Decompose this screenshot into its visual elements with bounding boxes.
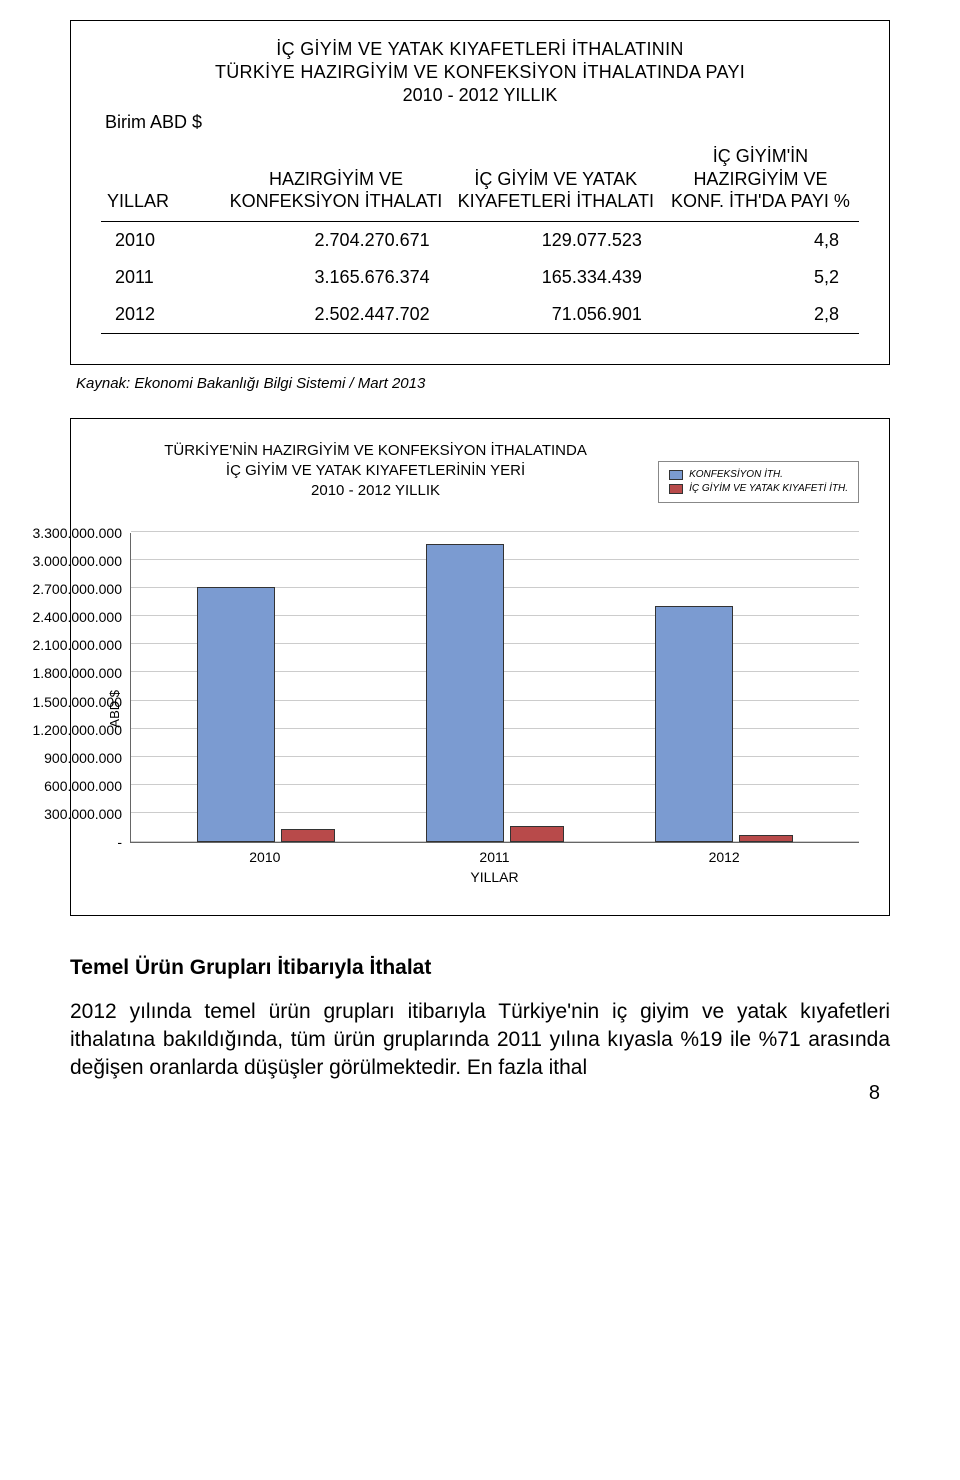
y-tick-label: 1.800.000.000 (32, 666, 122, 680)
table-unit-label: Birim ABD $ (105, 112, 859, 133)
col-header-icgiyim: İÇ GİYİM VE YATAK KIYAFETLERİ İTHALATI (450, 137, 662, 221)
data-table: YILLAR HAZIRGİYİM VE KONFEKSİYON İTHALAT… (101, 137, 859, 334)
cell-val: 71.056.901 (450, 296, 662, 334)
x-axis-label: YILLAR (130, 869, 859, 885)
cell-val: 3.165.676.374 (222, 259, 449, 296)
col-header-pay: İÇ GİYİM'İN HAZIRGİYİM VE KONF. İTH'DA P… (662, 137, 859, 221)
legend-swatch (669, 470, 683, 480)
y-tick-label: 600.000.000 (44, 779, 122, 793)
bar (510, 826, 564, 842)
cell-val: 129.077.523 (450, 221, 662, 259)
y-tick-label: 300.000.000 (44, 807, 122, 821)
table-source: Kaynak: Ekonomi Bakanlığı Bilgi Sistemi … (76, 375, 890, 392)
cell-val: 2.502.447.702 (222, 296, 449, 334)
page-number: 8 (869, 1082, 880, 1105)
legend-swatch (669, 484, 683, 494)
y-tick-label: - (117, 835, 122, 849)
bar-group (655, 606, 793, 841)
bar (281, 829, 335, 841)
bar (739, 835, 793, 842)
x-axis-ticks: 2010 2011 2012 (130, 843, 859, 865)
cell-year: 2012 (101, 296, 222, 334)
col-header-konf: HAZIRGİYİM VE KONFEKSİYON İTHALATI (222, 137, 449, 221)
cell-pct: 5,2 (662, 259, 859, 296)
cell-pct: 4,8 (662, 221, 859, 259)
y-axis-ticks: 3.300.000.0003.000.000.0002.700.000.0002… (122, 533, 130, 843)
x-tick-label: 2010 (195, 849, 335, 865)
y-tick-label: 2.400.000.000 (32, 610, 122, 624)
bar (426, 544, 504, 841)
table-row: 2010 2.704.270.671 129.077.523 4,8 (101, 221, 859, 259)
y-tick-label: 3.300.000.000 (32, 526, 122, 540)
y-tick-label: 900.000.000 (44, 751, 122, 765)
section-title: Temel Ürün Grupları İtibarıyla İthalat (70, 956, 890, 980)
section-paragraph: 2012 yılında temel ürün grupları itibarı… (70, 998, 890, 1083)
bar (655, 606, 733, 841)
cell-year: 2010 (101, 221, 222, 259)
y-tick-label: 1.500.000.000 (32, 695, 122, 709)
y-tick-label: 3.000.000.000 (32, 554, 122, 568)
cell-pct: 2,8 (662, 296, 859, 334)
legend-item: KONFEKSİYON İTH. (669, 468, 848, 482)
legend-label: İÇ GİYİM VE YATAK KIYAFETİ İTH. (689, 482, 848, 496)
y-tick-label: 2.100.000.000 (32, 638, 122, 652)
bar (197, 587, 275, 841)
table-period: 2010 - 2012 YILLIK (101, 85, 859, 106)
x-tick-label: 2012 (654, 849, 794, 865)
table-row: 2011 3.165.676.374 165.334.439 5,2 (101, 259, 859, 296)
bar-group (197, 587, 335, 841)
plot-area (130, 533, 859, 843)
cell-val: 165.334.439 (450, 259, 662, 296)
chart-title: TÜRKİYE'NİN HAZIRGİYİM VE KONFEKSİYON İT… (101, 441, 650, 502)
legend-item: İÇ GİYİM VE YATAK KIYAFETİ İTH. (669, 482, 848, 496)
table-subtitle: TÜRKİYE HAZIRGİYİM VE KONFEKSİYON İTHALA… (101, 62, 859, 83)
chart-legend: KONFEKSİYON İTH. İÇ GİYİM VE YATAK KIYAF… (658, 461, 859, 503)
x-tick-label: 2011 (424, 849, 564, 865)
col-header-years: YILLAR (101, 137, 222, 221)
bar-group (426, 544, 564, 841)
cell-val: 2.704.270.671 (222, 221, 449, 259)
y-tick-label: 1.200.000.000 (32, 723, 122, 737)
table-title: İÇ GİYİM VE YATAK KIYAFETLERİ İTHALATINI… (101, 39, 859, 60)
import-share-table: İÇ GİYİM VE YATAK KIYAFETLERİ İTHALATINI… (70, 20, 890, 365)
bar-chart: TÜRKİYE'NİN HAZIRGİYİM VE KONFEKSİYON İT… (70, 418, 890, 916)
y-tick-label: 2.700.000.000 (32, 582, 122, 596)
legend-label: KONFEKSİYON İTH. (689, 468, 783, 482)
table-row: 2012 2.502.447.702 71.056.901 2,8 (101, 296, 859, 334)
cell-year: 2011 (101, 259, 222, 296)
